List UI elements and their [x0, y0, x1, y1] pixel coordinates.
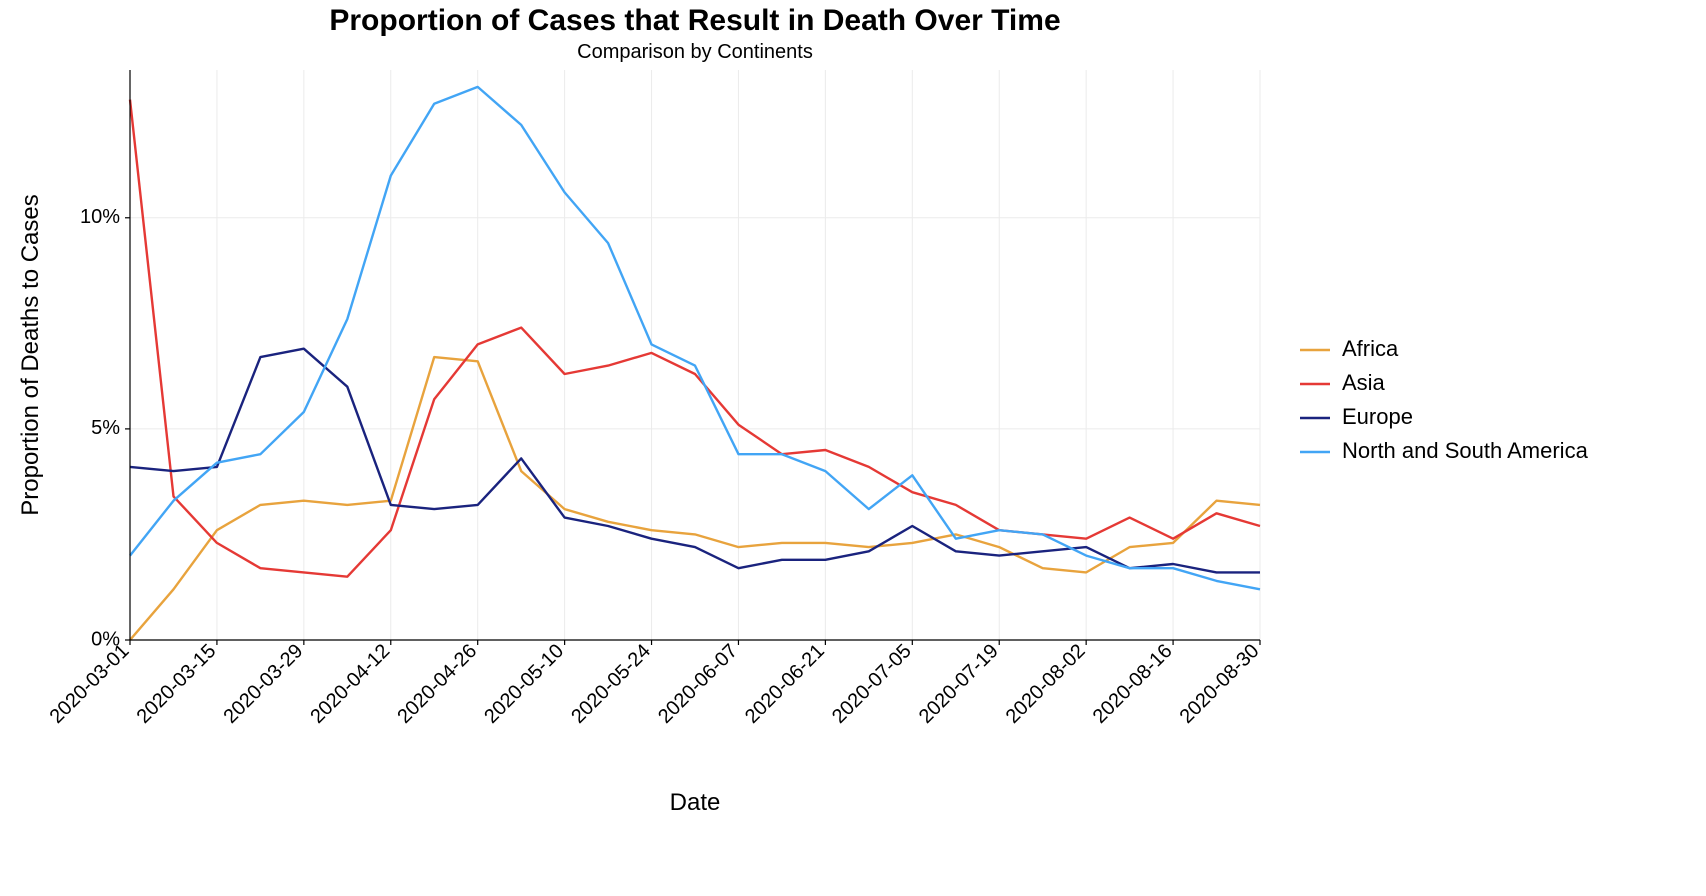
x-tick-label: 2020-08-30 — [1176, 640, 1264, 728]
x-tick-label: 2020-07-19 — [915, 640, 1003, 728]
x-tick-label: 2020-04-26 — [393, 640, 481, 728]
plot-area — [130, 70, 1260, 640]
y-tick-label: 10% — [80, 206, 120, 228]
legend-label: North and South America — [1342, 438, 1589, 463]
x-tick-label: 2020-08-02 — [1002, 640, 1090, 728]
y-tick-label: 5% — [91, 417, 120, 439]
x-axis-label: Date — [670, 789, 721, 816]
y-axis-label: Proportion of Deaths to Cases — [17, 194, 44, 516]
x-tick-label: 2020-03-15 — [133, 640, 221, 728]
legend-label: Asia — [1342, 370, 1386, 395]
x-tick-label: 2020-04-12 — [306, 640, 394, 728]
x-tick-label: 2020-05-10 — [480, 640, 568, 728]
chart-subtitle: Comparison by Continents — [577, 41, 813, 63]
x-tick-label: 2020-03-01 — [46, 640, 134, 728]
x-tick-label: 2020-08-16 — [1089, 640, 1177, 728]
x-tick-label: 2020-07-05 — [828, 640, 916, 728]
line-chart: 0%5%10%2020-03-012020-03-152020-03-29202… — [0, 0, 1706, 896]
chart-title: Proportion of Cases that Result in Death… — [329, 4, 1060, 37]
legend-label: Europe — [1342, 404, 1413, 429]
x-tick-label: 2020-05-24 — [567, 640, 655, 728]
legend-label: Africa — [1342, 336, 1399, 361]
x-tick-label: 2020-06-21 — [741, 640, 829, 728]
x-tick-label: 2020-06-07 — [654, 640, 742, 728]
x-tick-label: 2020-03-29 — [219, 640, 307, 728]
